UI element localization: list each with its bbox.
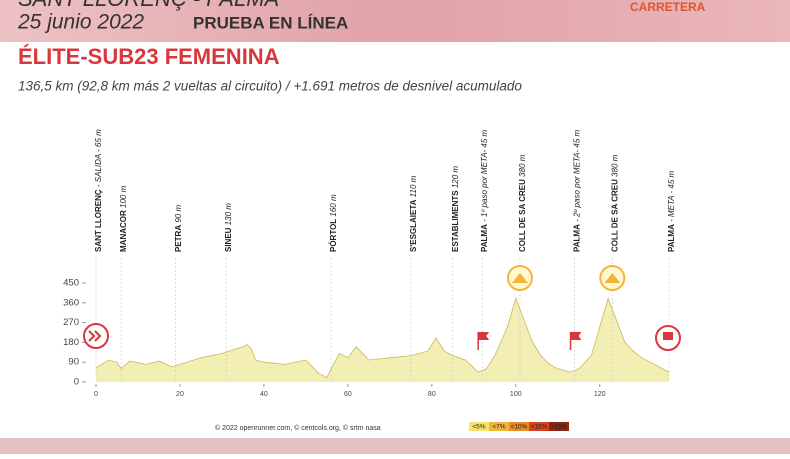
category: ÉLITE-SUB23 FEMENINA	[18, 44, 280, 69]
route: SANT LLORENÇ - PALMA	[18, 0, 279, 11]
x-tick-label: 20	[176, 391, 184, 398]
waypoint-detail: - META - 45 m	[667, 170, 676, 224]
legend-label: <10%	[511, 424, 528, 431]
x-tick-label: 100	[510, 391, 522, 398]
waypoint-detail: 380 m	[518, 154, 527, 179]
details: 136,5 km (92,8 km más 2 vueltas al circu…	[18, 79, 522, 94]
hashtag: #CEMallorca22	[567, 47, 738, 74]
legend-label: <5%	[472, 424, 485, 431]
category-band	[0, 42, 340, 72]
legend-label: <15%	[531, 424, 548, 431]
flag	[478, 332, 490, 340]
x-tick-label: 120	[594, 391, 606, 398]
y-tick-label: 270	[63, 317, 79, 328]
legend-swatch	[489, 422, 509, 431]
x-tick-label: 60	[344, 391, 352, 398]
header-photo	[0, 0, 790, 42]
waypoint-label: PALMA - 1º paso por META- 45 m	[480, 129, 489, 252]
waypoint-name: PALMA	[573, 224, 582, 252]
summit-icon	[511, 273, 528, 283]
waypoint-name: PETRA	[174, 225, 183, 252]
waypoint-detail: - SALIDA - 65 m	[94, 129, 103, 190]
x-tick-label: 0	[94, 391, 98, 398]
waypoint-label: PALMA - META - 45 m	[667, 170, 676, 252]
waypoint-label: SANT LLORENÇ - SALIDA - 65 m	[94, 129, 103, 252]
x-tick-label: 40	[260, 391, 268, 398]
x-tick-label: 80	[428, 391, 436, 398]
start-icon	[88, 330, 102, 342]
y-tick-label: 450	[63, 278, 79, 289]
waypoint-label: MANACOR 100 m	[119, 185, 128, 252]
waypoint-detail: 160 m	[329, 194, 338, 219]
waypoint-detail: 100 m	[119, 185, 128, 210]
legend-swatch	[549, 422, 569, 431]
waypoint-label: ESTABLIMENTS 120 m	[451, 166, 460, 252]
waypoint-label: PÓRTOL 160 m	[329, 194, 338, 252]
waypoint-name: COLL DE SA CREU	[518, 179, 527, 252]
waypoint-detail: 380 m	[610, 154, 619, 179]
waypoint-name: S'ESGLAIETA	[409, 199, 418, 252]
icon	[83, 323, 109, 349]
waypoint-label: COLL DE SA CREU 380 m	[610, 154, 619, 252]
waypoint-detail: 130 m	[224, 203, 233, 228]
waypoint-name: SANT LLORENÇ	[94, 189, 103, 252]
waypoint-label: COLL DE SA CREU 380 m	[518, 154, 527, 252]
credits: © 2022 openrunner.com, © centcols.org, ©…	[215, 424, 381, 432]
waypoint-detail: 110 m	[409, 175, 418, 199]
waypoint-detail: 120 m	[451, 166, 460, 191]
waypoint-label: SINEU 130 m	[224, 203, 233, 252]
waypoint-detail: - 2º paso por META- 45 m	[573, 129, 582, 224]
date: 25 junio 2022	[17, 11, 144, 34]
y-tick-label: 180	[63, 337, 79, 348]
waypoint-detail: - 1º paso por META- 45 m	[480, 129, 489, 224]
legend-swatch	[509, 422, 529, 431]
event: PRUEBA EN LÍNEA	[193, 13, 348, 32]
waypoint-detail: 90 m	[174, 205, 183, 225]
waypoint-name: SINEU	[224, 227, 233, 252]
y-tick-label: 0	[74, 377, 79, 388]
finish-icon	[663, 332, 673, 340]
footer-photo	[0, 438, 790, 454]
waypoint-name: PALMA	[480, 224, 489, 252]
waypoint-label: PETRA 90 m	[174, 205, 183, 252]
waypoint-name: ESTABLIMENTS	[451, 190, 460, 252]
waypoint-label: S'ESGLAIETA 110 m	[409, 175, 418, 252]
y-tick-label: 360	[63, 297, 79, 308]
legend-label: <7%	[492, 424, 505, 431]
elevation-area	[96, 298, 669, 382]
legend-label: >15%	[551, 424, 568, 431]
legend-swatch	[529, 422, 549, 431]
waypoint-name: PALMA	[667, 224, 676, 252]
waypoint-label: PALMA - 2º paso por META- 45 m	[573, 129, 582, 252]
summit-icon	[604, 273, 621, 283]
legend-swatch	[469, 422, 489, 431]
flag	[570, 332, 582, 340]
waypoint-name: PÓRTOL	[329, 219, 338, 252]
y-tick-label: 90	[68, 357, 79, 368]
waypoint-name: COLL DE SA CREU	[610, 179, 619, 252]
logo: CARRETERA	[630, 0, 706, 14]
waypoint-name: MANACOR	[119, 210, 128, 252]
